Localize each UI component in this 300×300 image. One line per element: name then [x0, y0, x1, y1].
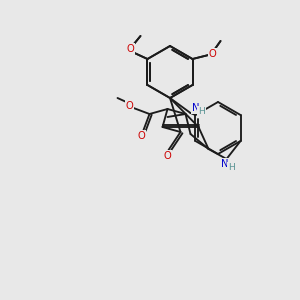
Text: O: O [138, 131, 146, 141]
Text: O: O [127, 44, 134, 54]
Text: O: O [208, 49, 216, 59]
Text: O: O [164, 151, 171, 161]
Text: N: N [221, 159, 228, 169]
Text: H: H [228, 164, 235, 172]
Text: O: O [208, 49, 216, 59]
Text: O: O [127, 44, 134, 54]
Text: O: O [126, 101, 134, 111]
Text: H: H [198, 107, 205, 116]
Text: N: N [192, 103, 199, 113]
